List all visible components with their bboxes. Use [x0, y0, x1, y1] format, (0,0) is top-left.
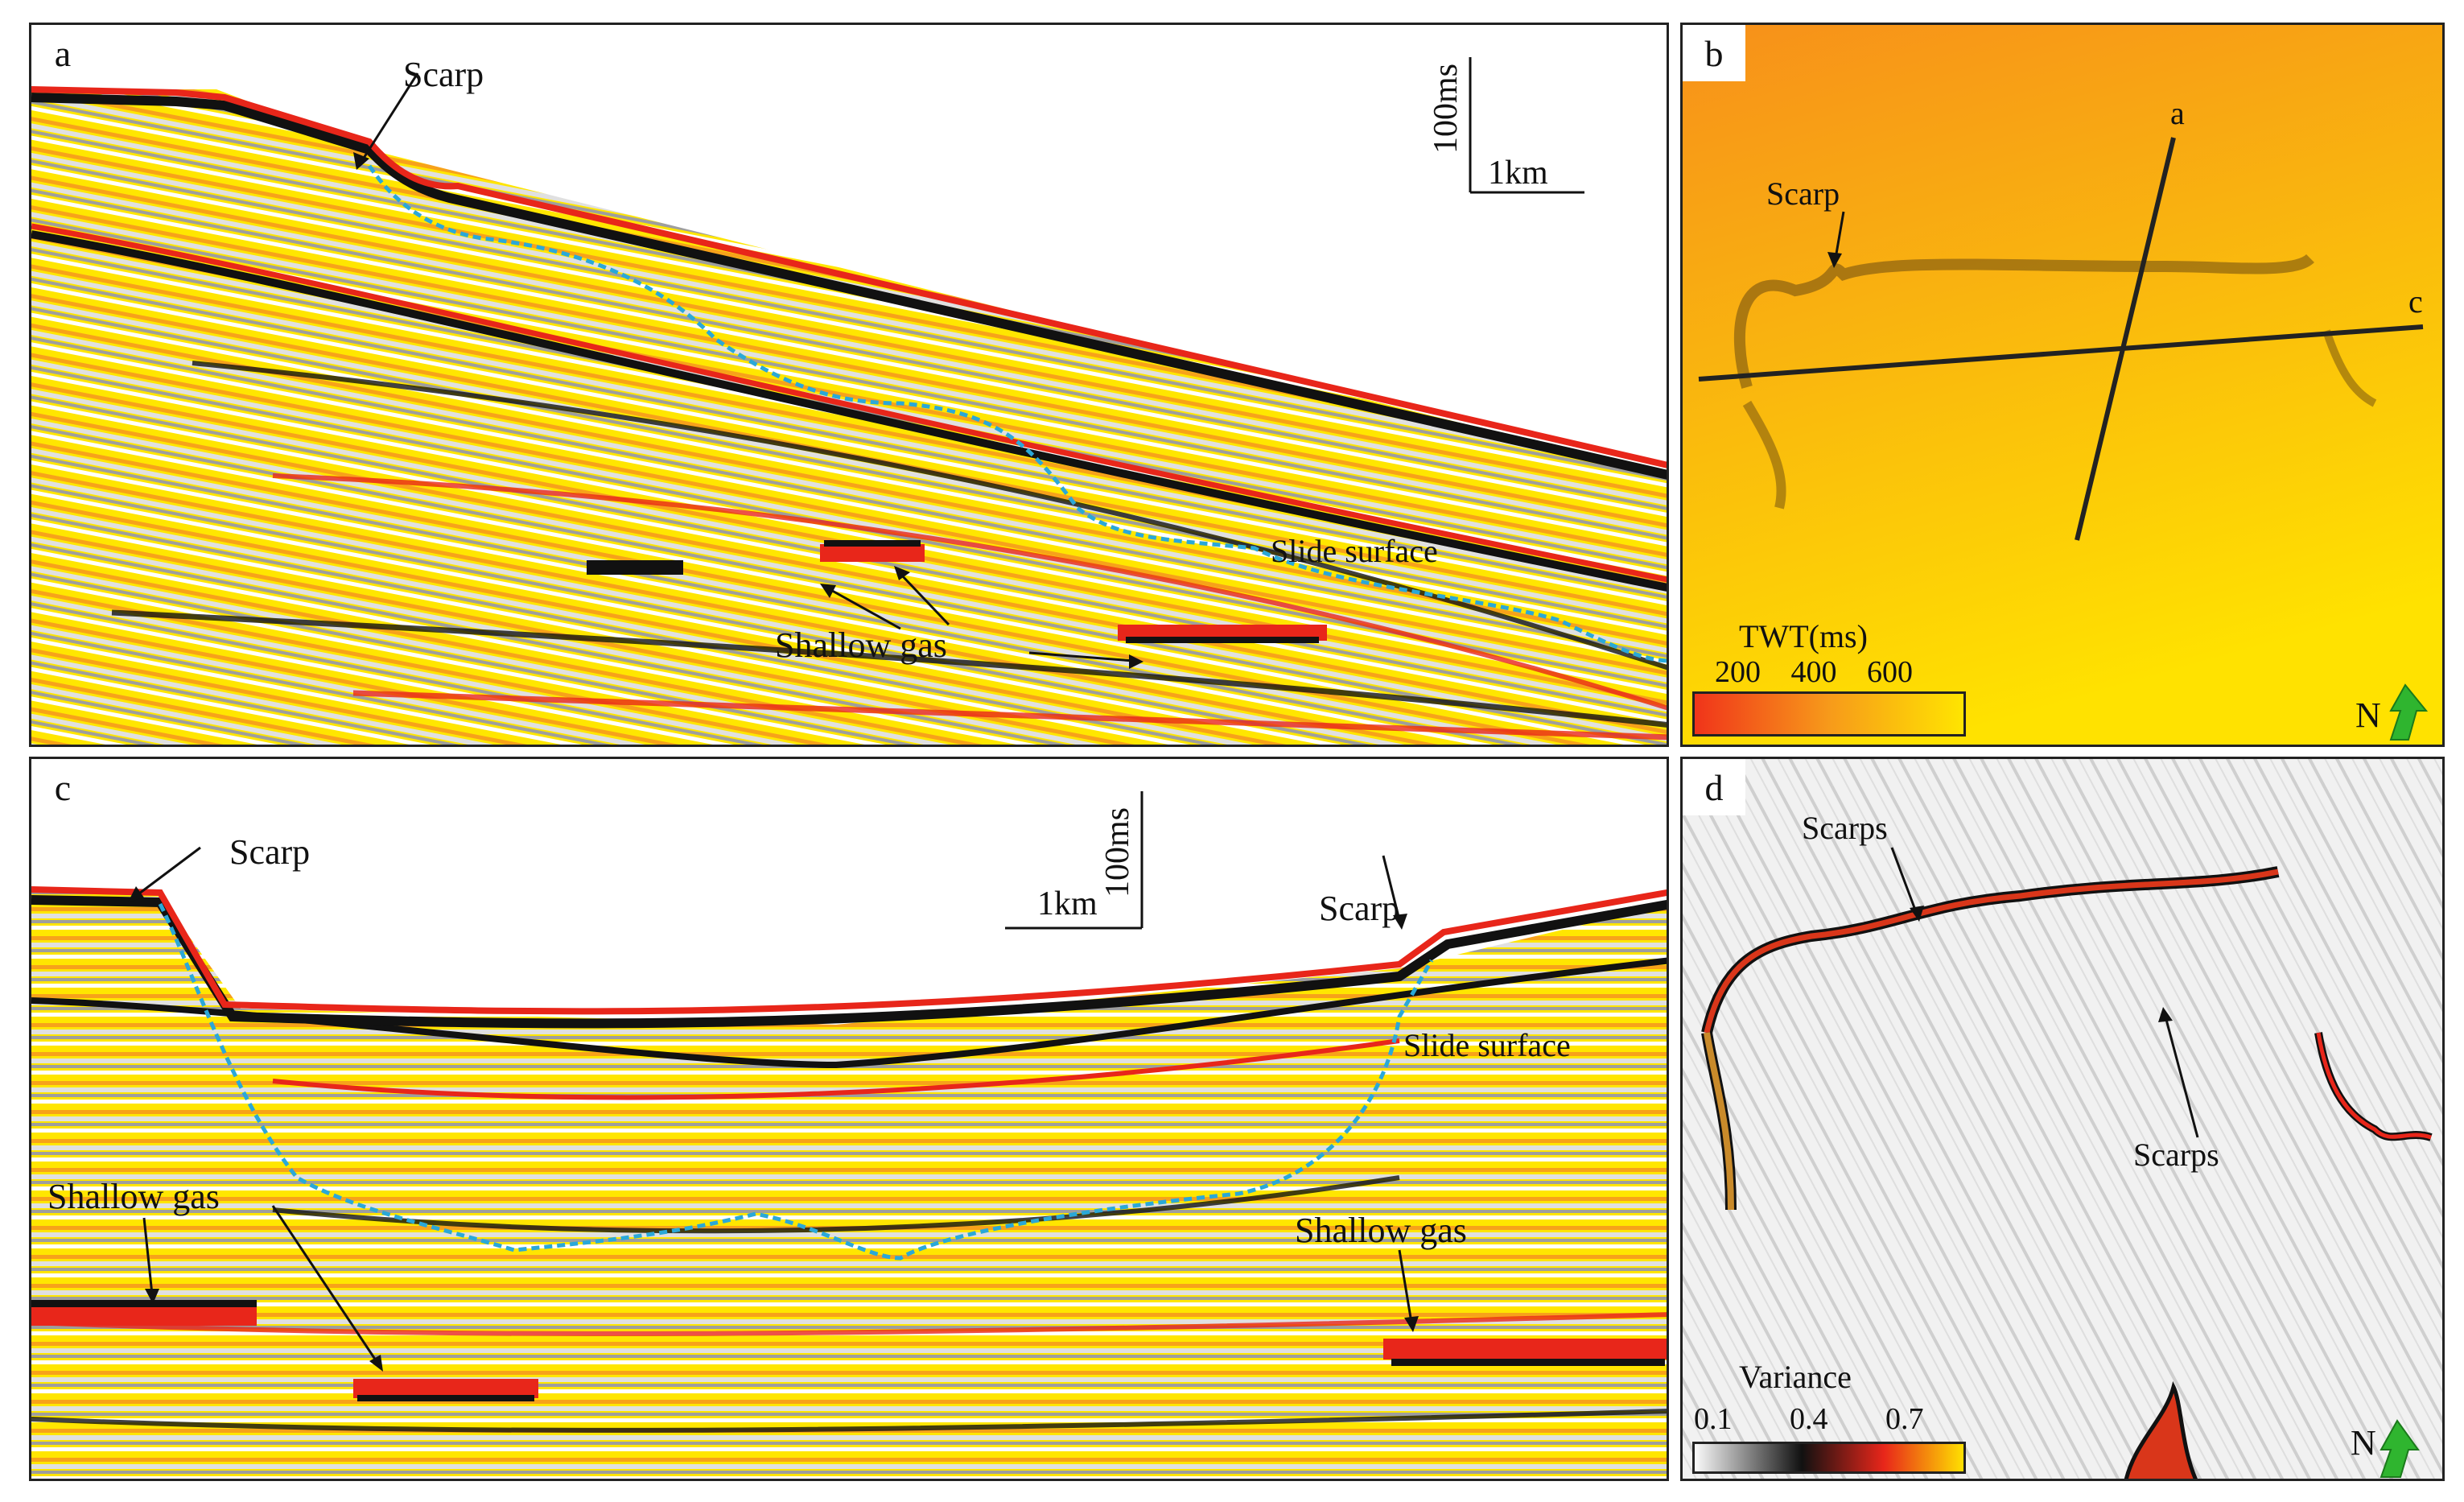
panel-a: a Scarp Slide surface Shallow gas 100ms … — [29, 23, 1669, 747]
legend-tick: 400 — [1790, 655, 1837, 689]
panel-d-legend-title: Variance — [1739, 1359, 1852, 1395]
panel-d: d Scarps Scarps Variance 0.1 0.4 0.7 N — [1680, 757, 2445, 1481]
panel-b-line-a-label: a — [2170, 95, 2185, 131]
panel-c-shallow-gas-right-label: Shallow gas — [1295, 1211, 1467, 1250]
panel-d-scarps-right-label: Scarps — [2133, 1137, 2219, 1173]
panel-c-shallow-gas-left-label: Shallow gas — [47, 1177, 220, 1216]
panel-b-north-label: N — [2355, 695, 2381, 735]
legend-tick: 200 — [1715, 655, 1761, 689]
panel-d-legend-frame — [1692, 1442, 1966, 1474]
panel-a-scale-vertical: 100ms — [1428, 63, 1465, 154]
panel-c-scale-horizontal: 1km — [1037, 885, 1098, 922]
panel-b-line-c-label: c — [2408, 283, 2423, 320]
panel-a-seismic-section — [31, 25, 1667, 745]
panel-d-variance-map — [1683, 759, 2442, 1479]
panel-a-scale-horizontal: 1km — [1488, 155, 1548, 192]
legend-tick: 0.7 — [1885, 1402, 1924, 1436]
legend-tick: 600 — [1867, 655, 1913, 689]
panel-b-legend-ticks: 200 400 600 — [1715, 654, 1913, 690]
panel-c-seismic-section — [31, 759, 1667, 1479]
panel-b-letter: b — [1683, 25, 1745, 81]
legend-tick: 0.4 — [1790, 1402, 1828, 1436]
panel-a-letter: a — [31, 25, 94, 81]
panel-b-legend-frame — [1692, 691, 1966, 737]
panel-d-letter: d — [1683, 759, 1745, 815]
panel-c-letter: c — [31, 759, 94, 815]
panel-c-scarp-right-label: Scarp — [1319, 889, 1400, 928]
panel-c-slide-surface-label: Slide surface — [1403, 1027, 1571, 1063]
legend-tick: 0.1 — [1694, 1402, 1733, 1436]
panel-b-twt-map — [1683, 25, 2442, 745]
panel-b: b Scarp a c TWT(ms) 200 400 600 N — [1680, 23, 2445, 747]
panel-d-north-label: N — [2351, 1423, 2376, 1463]
panel-c-scarp-left-label: Scarp — [229, 832, 311, 872]
panel-c-scale-vertical: 100ms — [1099, 807, 1136, 897]
panel-b-legend-title: TWT(ms) — [1739, 618, 1868, 654]
panel-d-scarps-top-label: Scarps — [1802, 810, 1888, 846]
panel-d-legend-ticks: 0.1 0.4 0.7 — [1694, 1401, 1924, 1437]
panel-c: c Scarp Scarp Slide surface Shallow gas … — [29, 757, 1669, 1481]
panel-a-scarp-label: Scarp — [403, 55, 484, 94]
panel-a-shallow-gas-label: Shallow gas — [775, 625, 947, 665]
panel-a-slide-surface-label: Slide surface — [1271, 533, 1438, 569]
panel-b-scarp-label: Scarp — [1766, 175, 1840, 212]
